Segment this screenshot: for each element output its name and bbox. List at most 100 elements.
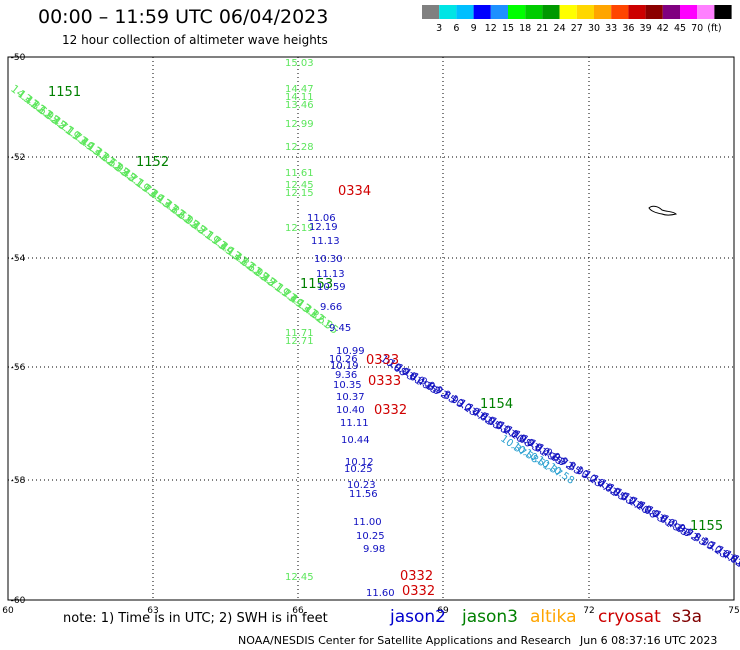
colorbar-label: 9: [471, 23, 477, 34]
swh-label: 14.11: [285, 92, 314, 103]
x-tick-label: 60: [2, 606, 14, 616]
swh-label: 10.30: [314, 254, 343, 265]
colorbar-label: 36: [622, 23, 634, 34]
colorbar-swatch: [714, 5, 732, 19]
colorbar-label: 15: [502, 23, 514, 34]
swh-label: 9.36: [335, 370, 357, 381]
colorbar-swatch: [439, 5, 457, 19]
swh-label: 10.26: [329, 354, 358, 365]
y-tick-label: -60: [11, 596, 26, 606]
track-time-label: 1152: [136, 155, 169, 170]
colorbar-label: 70: [691, 23, 703, 34]
swh-label: 10.19: [330, 361, 359, 372]
y-tick-label: -50: [11, 53, 26, 63]
swh-label: 14.47: [285, 84, 314, 95]
swh-label: 11.13: [316, 269, 345, 280]
swh-label: 10.25: [344, 464, 373, 475]
island-outline: [648, 205, 677, 216]
colorbar-label: 24: [554, 23, 566, 34]
footer-timestamp: Jun 6 08:37:16 UTC 2023: [580, 634, 718, 647]
swh-label: 10.23: [347, 480, 376, 491]
swh-label: 12.45: [285, 180, 314, 191]
colorbar-swatch: [473, 5, 491, 19]
swh-label: 10.37: [336, 392, 365, 403]
swh-label: 10.12: [345, 457, 374, 468]
swh-label: 12.45: [285, 572, 314, 583]
colorbar-swatch: [680, 5, 698, 19]
swh-label: 12.99: [285, 119, 314, 130]
legend-jason2: jason2: [390, 607, 446, 627]
x-tick-label: 66: [292, 606, 304, 616]
legend-jason3: jason3: [462, 607, 518, 627]
track-time-label: 1154: [480, 397, 513, 412]
altimeter-tracks: 14.4713.8213.6112.9512.4512.7112.1911.73…: [8, 58, 740, 599]
swh-label: 11.61: [285, 168, 314, 179]
colorbar-label: 30: [588, 23, 600, 34]
note-text: note: 1) Time is in UTC; 2) SWH is in fe…: [63, 611, 328, 626]
map-frame: [7, 56, 735, 601]
colorbar-swatch: [697, 5, 715, 19]
colorbar-label: 18: [519, 23, 531, 34]
colorbar-label: 42: [657, 23, 669, 34]
y-tick-label: -52: [11, 153, 26, 163]
colorbar-label: 27: [571, 23, 583, 34]
map-subtitle: 12 hour collection of altimeter wave hei…: [62, 33, 328, 47]
swh-label: 10.25: [356, 531, 385, 542]
footer-credit: NOAA/NESDIS Center for Satellite Applica…: [238, 634, 572, 647]
legend-altika: altika: [530, 607, 577, 627]
x-tick-label: 69: [437, 606, 449, 616]
swh-label: 12.19: [285, 223, 314, 234]
swh-label: 11.00: [353, 517, 382, 528]
swh-label: 10.44: [341, 435, 370, 446]
swh-label: 12.71: [285, 336, 314, 347]
colorbar-swatch: [525, 5, 543, 19]
swh-label: 11.11: [340, 418, 369, 429]
colorbar-label: 45: [674, 23, 686, 34]
colorbar-label: 3: [436, 23, 442, 34]
track-time-label: 0332: [400, 569, 433, 584]
swh-label: 13.46: [285, 100, 314, 111]
swh-label: 9.45: [329, 323, 351, 334]
swh-label: 15.03: [285, 58, 314, 69]
colorbar-swatch: [628, 5, 646, 19]
swh-label: 12.28: [285, 142, 314, 153]
map-title: 00:00 – 11:59 UTC 06/04/2023: [38, 6, 329, 28]
x-tick-label: 75: [728, 606, 739, 616]
colorbar-swatch: [662, 5, 680, 19]
swh-label: 11.56: [349, 489, 378, 500]
colorbar-label: 12: [485, 23, 497, 34]
swh-label: 11.06: [307, 213, 336, 224]
track-time-label: 1151: [48, 85, 81, 100]
wave-height-colorbar: 3 6 9 12 15 18 21 24 27 30 33 36 39 42 45 70 (ft): [422, 5, 732, 34]
track-time-label: 0333: [366, 353, 399, 368]
colorbar-label: (ft): [707, 23, 721, 34]
colorbar-swatch: [490, 5, 508, 19]
x-tick-label: 63: [147, 606, 158, 616]
swh-label: 10.40: [336, 405, 365, 416]
track-time-label: 1153: [300, 277, 333, 292]
colorbar-swatch: [594, 5, 612, 19]
track-time-label: 0332: [374, 403, 407, 418]
track-time-label: 0333: [368, 374, 401, 389]
colorbar-label: 33: [605, 23, 617, 34]
colorbar-swatch: [611, 5, 629, 19]
track-time-label: 1155: [690, 519, 723, 534]
legend-s3a: s3a: [672, 607, 703, 627]
colorbar-swatch: [559, 5, 577, 19]
swh-label: 9.66: [320, 302, 342, 313]
colorbar-label: 6: [453, 23, 459, 34]
colorbar-swatch: [542, 5, 560, 19]
colorbar-label: 39: [640, 23, 652, 34]
colorbar-label: 21: [536, 23, 548, 34]
swh-label: 10.99: [336, 346, 365, 357]
swh-label: 11.71: [285, 328, 314, 339]
track-time-label: 0332: [402, 584, 435, 599]
swh-label: 11.13: [311, 236, 340, 247]
colorbar-swatch: [645, 5, 663, 19]
track-time-label: 0334: [338, 184, 371, 199]
colorbar-swatch: [422, 5, 440, 19]
swh-label: 10.59: [317, 282, 346, 293]
y-tick-label: -58: [11, 476, 26, 486]
swh-label: 12.19: [309, 222, 338, 233]
